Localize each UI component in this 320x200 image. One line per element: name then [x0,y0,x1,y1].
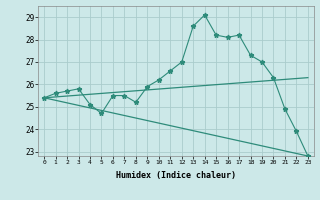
X-axis label: Humidex (Indice chaleur): Humidex (Indice chaleur) [116,171,236,180]
